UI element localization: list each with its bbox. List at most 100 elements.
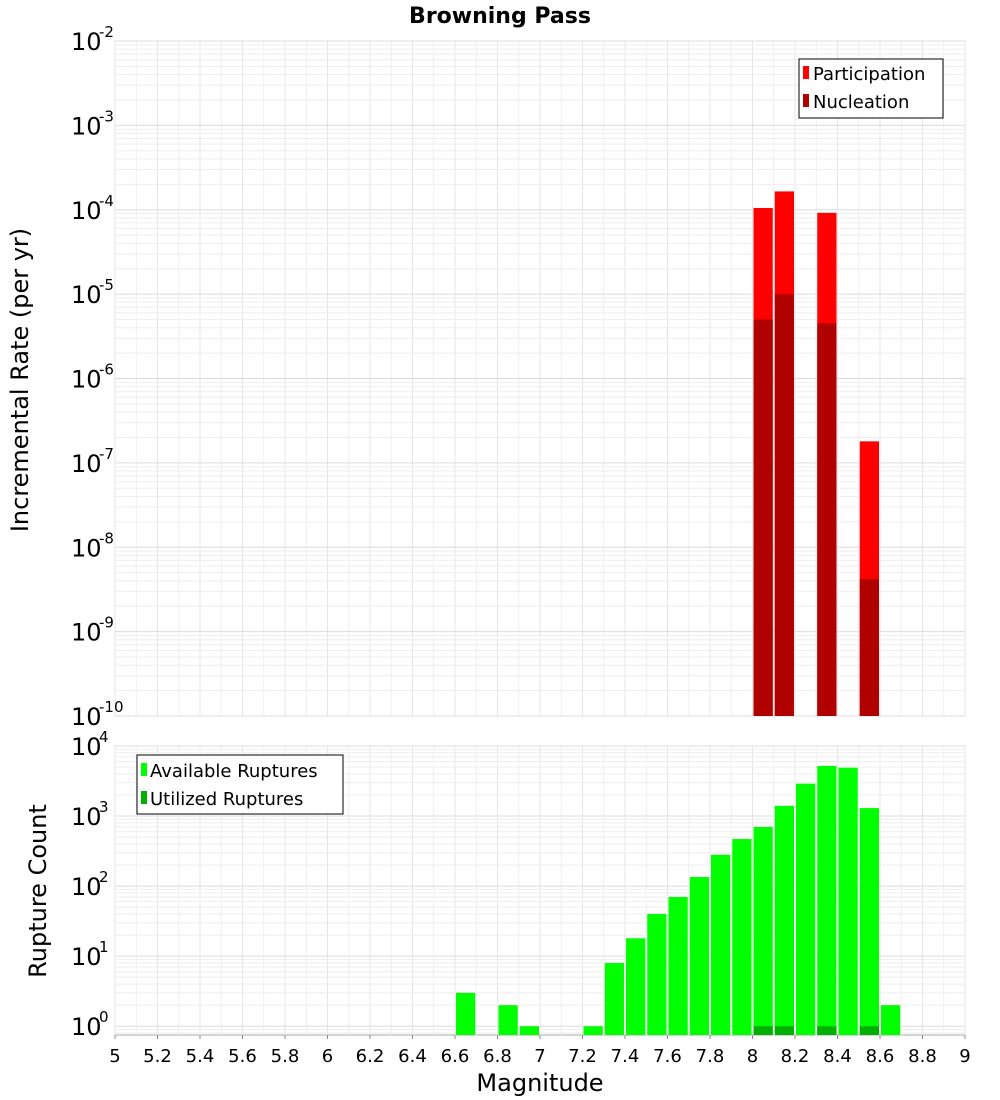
x-tick-label: 6.4: [398, 1046, 427, 1067]
x-tick-label: 8.2: [781, 1046, 810, 1067]
legend-available-swatch: [141, 763, 147, 776]
top-y-tick-label: 10: [71, 281, 102, 309]
top-legend-box: [798, 58, 944, 119]
x-tick-label: 7: [534, 1046, 545, 1067]
top-y-tick-exponent: -7: [99, 445, 114, 463]
bottom-y-tick-exponent: 4: [99, 728, 109, 746]
bottom-y-tick-label: 10: [71, 943, 102, 971]
x-tick-label: 7.4: [611, 1046, 640, 1067]
top-y-tick-exponent: -3: [99, 107, 114, 125]
x-tick-label: 5.8: [271, 1046, 300, 1067]
bottom-bar-available-ruptures: [732, 839, 752, 1035]
x-tick-label: 6.6: [441, 1046, 470, 1067]
x-tick-label: 8.8: [908, 1046, 937, 1067]
x-tick-label: 7.2: [568, 1046, 597, 1067]
top-bar-nucleation: [753, 319, 773, 716]
top-bar-nucleation: [774, 294, 794, 716]
bottom-bar-available-ruptures: [881, 1005, 901, 1035]
legend-nucleation-label: Nucleation: [813, 92, 909, 113]
legend-available-label: Available Ruptures: [150, 761, 318, 782]
top-y-tick-label: 10: [71, 28, 102, 56]
bottom-bar-available-ruptures: [796, 783, 816, 1035]
x-tick-label: 5.2: [143, 1046, 172, 1067]
bottom-bar-available-ruptures: [519, 1026, 539, 1035]
top-y-tick-exponent: -8: [99, 529, 114, 547]
bottom-bar-available-ruptures: [859, 808, 879, 1035]
top-y-tick-exponent: -6: [99, 361, 114, 379]
x-tick-label: 5: [109, 1046, 120, 1067]
bottom-y-axis-label: Rupture Count: [24, 804, 52, 978]
bottom-y-tick-label: 10: [71, 873, 102, 901]
bottom-bar-utilized-ruptures: [817, 1026, 837, 1035]
x-tick-labels: 5 5.2 5.4 5.6 5.8 6 6.2 6.4 6.6 6.8 7 7.2 7.4 7.6 7.8 8…: [109, 1035, 971, 1067]
x-tick-label: 5.6: [228, 1046, 257, 1067]
bottom-bar-available-ruptures: [668, 896, 688, 1035]
legend-participation-label: Participation: [813, 64, 925, 85]
top-y-tick-label: 10: [71, 450, 102, 478]
bottom-y-tick-exponent: 1: [99, 938, 109, 956]
x-tick-label: 8.6: [866, 1046, 895, 1067]
bottom-y-tick-exponent: 3: [99, 798, 109, 816]
bottom-y-tick-exponent: 0: [99, 1008, 109, 1026]
bottom-bar-available-ruptures: [498, 1005, 518, 1035]
x-tick-label: 6.2: [356, 1046, 385, 1067]
top-bars: [753, 191, 879, 717]
bottom-y-tick-exponent: 2: [99, 868, 109, 886]
bottom-bar-available-ruptures: [583, 1026, 603, 1035]
x-tick-label: 8.4: [823, 1046, 852, 1067]
x-tick-label: 8: [747, 1046, 758, 1067]
legend-utilized-label: Utilized Ruptures: [150, 789, 303, 810]
bottom-bar-available-ruptures: [774, 805, 794, 1035]
top-gridlines: [114, 40, 966, 717]
bottom-legend: Available Ruptures Utilized Ruptures: [136, 754, 344, 815]
bottom-bar-available-ruptures: [817, 765, 837, 1035]
top-legend: Participation Nucleation: [798, 58, 944, 119]
bottom-bar-available-ruptures: [626, 938, 646, 1035]
top-y-tick-label: 10: [71, 366, 102, 394]
top-y-tick-label: 10: [71, 703, 102, 731]
top-y-tick-label: 10: [71, 619, 102, 647]
top-y-tick-exponent: -9: [99, 614, 114, 632]
chart-title: Browning Pass: [409, 4, 591, 29]
x-tick-label: 9: [959, 1046, 970, 1067]
top-y-tick-exponent: -4: [99, 192, 114, 210]
bottom-bar-utilized-ruptures: [753, 1026, 773, 1035]
bottom-bar-available-ruptures: [838, 767, 858, 1035]
legend-utilized-swatch: [141, 791, 147, 804]
x-tick-label: 5.4: [186, 1046, 215, 1067]
bottom-bar-available-ruptures: [753, 826, 773, 1035]
x-tick-label: 7.6: [653, 1046, 682, 1067]
legend-participation-swatch: [803, 66, 809, 79]
top-y-tick-label: 10: [71, 534, 102, 562]
top-y-tick-exponent: -5: [99, 276, 114, 294]
bottom-bars: [456, 765, 901, 1035]
top-y-axis-label: Incremental Rate (per yr): [6, 228, 34, 532]
x-axis-label: Magnitude: [476, 1069, 603, 1097]
bottom-y-tick-label: 10: [71, 1013, 102, 1041]
bottom-bar-available-ruptures: [604, 962, 624, 1035]
legend-nucleation-swatch: [803, 94, 809, 107]
bottom-bar-available-ruptures: [647, 914, 667, 1035]
bottom-bar-available-ruptures: [711, 854, 731, 1035]
bottom-legend-box: [136, 754, 344, 815]
top-y-tick-label: 10: [71, 197, 102, 225]
top-y-tick-label: 10: [71, 112, 102, 140]
top-bar-nucleation: [859, 579, 879, 716]
top-bar-nucleation: [817, 323, 837, 716]
bottom-y-tick-label: 10: [71, 803, 102, 831]
x-tick-label: 6.8: [483, 1046, 512, 1067]
bottom-bar-available-ruptures: [456, 992, 476, 1035]
bottom-y-tick-label: 10: [71, 733, 102, 761]
top-y-tick-exponent: -10: [99, 698, 124, 716]
top-y-tick-exponent: -2: [99, 23, 114, 41]
x-tick-label: 7.8: [696, 1046, 725, 1067]
bottom-bar-utilized-ruptures: [774, 1026, 794, 1035]
bottom-bar-utilized-ruptures: [859, 1026, 879, 1035]
x-tick-label: 6: [322, 1046, 333, 1067]
bottom-bar-available-ruptures: [689, 876, 709, 1035]
